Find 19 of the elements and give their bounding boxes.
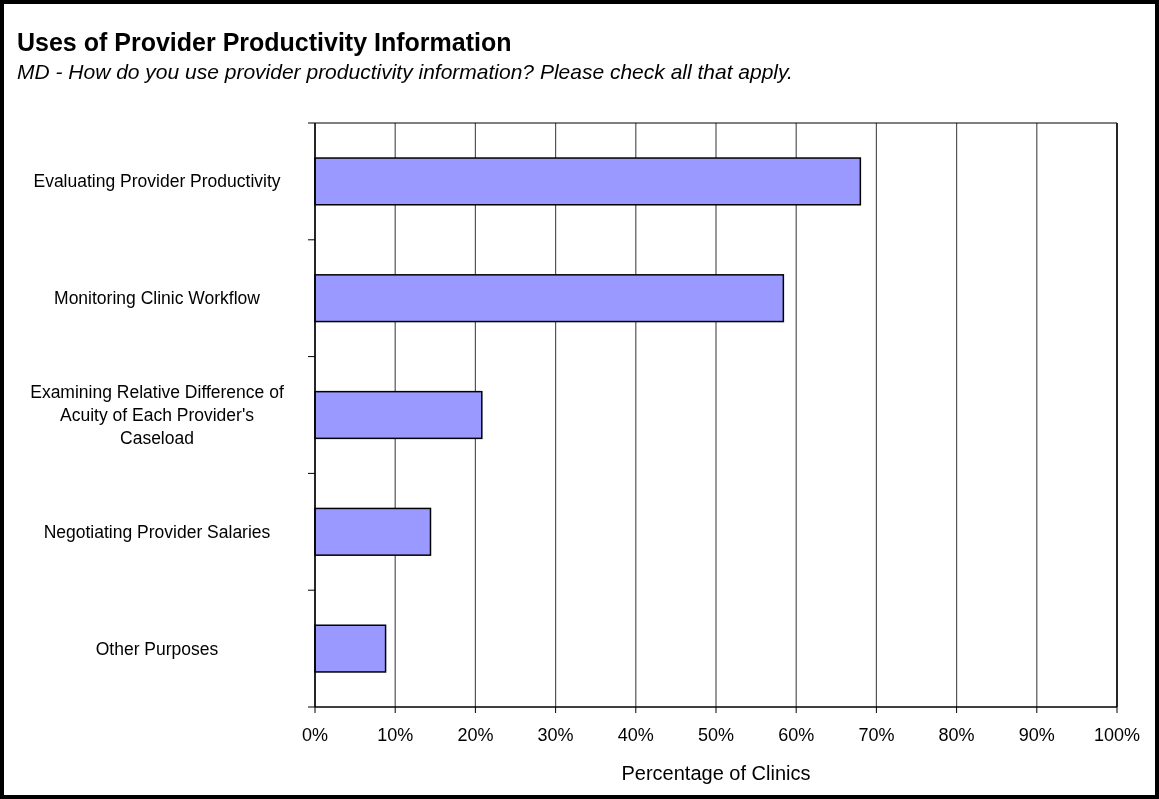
x-tick-label: 100% [1093,725,1141,745]
x-tick-label: 10% [377,725,414,745]
y-tick-label: Other Purposes [95,638,219,659]
x-tick-label: 0% [301,725,329,745]
y-tick-label: Monitoring Clinic Workflow [54,288,261,309]
y-tick-label: Negotiating Provider Salaries [43,521,271,542]
y-tick-label: Examining Relative Difference of Acuity of Each Provider's Caseload [30,382,284,448]
chart-title: Uses of Provider Productivity Information [17,28,512,56]
x-tick-label: 70% [858,725,895,745]
y-tick-label: Evaluating Provider Productivity [33,171,281,192]
x-tick-label: 20% [457,725,494,745]
chart-subtitle: MD - How do you use provider productivity information? Please check all that apply. [17,60,793,83]
x-tick-label: 30% [537,725,574,745]
x-tick-label: 80% [938,725,975,745]
x-tick-label: 60% [778,725,815,745]
x-tick-label: 90% [1018,725,1055,745]
x-tick-label: 50% [697,725,735,745]
x-tick-label: 40% [617,725,654,745]
x-axis-title: Percentage of Clinics [621,762,811,784]
